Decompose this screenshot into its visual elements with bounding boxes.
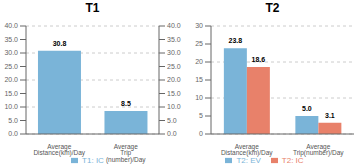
svg-text:5.0: 5.0 [302,105,312,112]
svg-text:AverageDistance(km)/Day: AverageDistance(km)/Day [33,143,85,158]
svg-text:10.0: 10.0 [8,103,18,110]
html-text:T1: IC: T1: IC [82,156,104,165]
svg-text:5.0: 5.0 [8,117,18,124]
svg-text:AverageTrip(number)/Day: AverageTrip(number)/Day [106,143,146,164]
svg-text:15.0: 15.0 [8,90,18,97]
html-text:T2: EV: T2: EV [236,156,261,165]
svg-text:25: 25 [195,40,203,47]
svg-text:5.0: 5.0 [167,117,177,124]
html-text:T2: IC: T2: IC [281,156,304,165]
svg-text:30.0: 30.0 [8,49,18,56]
svg-text:15.0: 15.0 [167,90,181,97]
svg-text:8.5: 8.5 [121,100,131,107]
svg-text:23.8: 23.8 [229,37,243,44]
svg-text:40.0: 40.0 [8,22,18,29]
svg-text:10.0: 10.0 [167,103,181,110]
html-text:T2: T2 [265,1,280,15]
svg-text:AverageTrip(number)/Day: AverageTrip(number)/Day [293,143,344,158]
svg-text:0.0: 0.0 [8,130,18,137]
svg-text:25.0: 25.0 [8,63,18,70]
svg-text:5: 5 [199,112,203,119]
svg-text:AverageDistance(km)/Day: AverageDistance(km)/Day [221,143,273,158]
svg-text:40.0: 40.0 [167,22,181,29]
svg-text:20.0: 20.0 [8,76,18,83]
html-text:T1: T1 [85,1,100,15]
svg-text:20.0: 20.0 [167,76,181,83]
svg-text:35.0: 35.0 [167,36,181,43]
svg-text:3.1: 3.1 [325,112,335,119]
svg-text:15: 15 [195,76,203,83]
svg-text:20: 20 [195,58,203,65]
svg-text:25.0: 25.0 [167,63,181,70]
svg-text:0: 0 [199,130,203,137]
svg-text:35.0: 35.0 [8,36,18,43]
svg-text:30: 30 [195,22,203,29]
svg-text:30.0: 30.0 [167,49,181,56]
svg-text:18.6: 18.6 [252,56,266,63]
svg-text:10: 10 [195,94,203,101]
svg-text:30.8: 30.8 [53,40,67,47]
svg-text:0.0: 0.0 [167,130,177,137]
